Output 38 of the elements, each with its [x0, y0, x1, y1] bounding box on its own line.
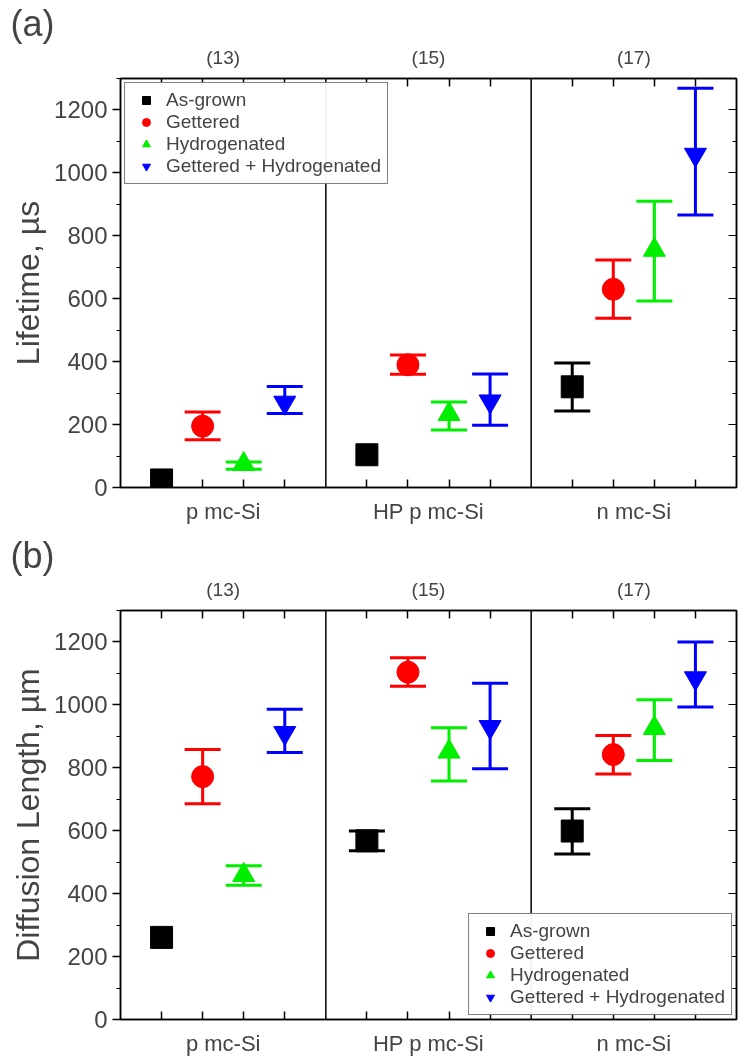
legend-label: As-grown [510, 920, 591, 942]
legend-label: As-grown [166, 89, 247, 111]
legend-label: Gettered + Hydrogenated [510, 986, 725, 1008]
y-tick-label: 200 [67, 411, 108, 439]
text: (17) [616, 46, 651, 68]
y-tick-label: 1200 [54, 628, 108, 656]
y-tick-label: 800 [67, 222, 108, 250]
chart-title: (a) [10, 2, 55, 44]
x-tick-label: p mc-Si [185, 1030, 261, 1056]
y-tick-label: 400 [67, 880, 108, 908]
y-tick-label: 200 [67, 943, 108, 971]
y-tick-label: 1000 [54, 691, 108, 719]
text: (17) [616, 578, 651, 600]
text: (13) [206, 46, 241, 68]
y-tick-label: 1000 [54, 159, 108, 187]
x-tick-label: n mc-Si [596, 498, 672, 524]
chart-title: (b) [10, 534, 55, 576]
x-tick-label: HP p mc-Si [372, 1030, 484, 1056]
legend-label: Hydrogenated [510, 964, 630, 986]
y-tick-label: 800 [67, 754, 108, 782]
y-tick-label: 600 [67, 285, 108, 313]
y-tick-label: 1200 [54, 96, 108, 124]
y-tick-label: 0 [94, 474, 108, 501]
legend-label: Gettered [166, 111, 240, 133]
x-tick-label: HP p mc-Si [372, 498, 484, 524]
text: (13) [206, 578, 241, 600]
text: (15) [411, 578, 446, 600]
legend-label: Hydrogenated [166, 133, 286, 155]
x-tick-label: n mc-Si [596, 1030, 672, 1056]
legend-label: Gettered + Hydrogenated [166, 155, 381, 177]
y-axis-title: Diffusion Length, µm [10, 668, 47, 962]
x-tick-label: p mc-Si [185, 498, 261, 524]
y-tick-label: 400 [67, 348, 108, 376]
y-tick-label: 0 [94, 1006, 108, 1033]
y-tick-label: 600 [67, 817, 108, 845]
legend-label: Gettered [510, 942, 584, 964]
text: (15) [411, 46, 446, 68]
y-axis-title: Lifetime, µs [10, 200, 47, 366]
